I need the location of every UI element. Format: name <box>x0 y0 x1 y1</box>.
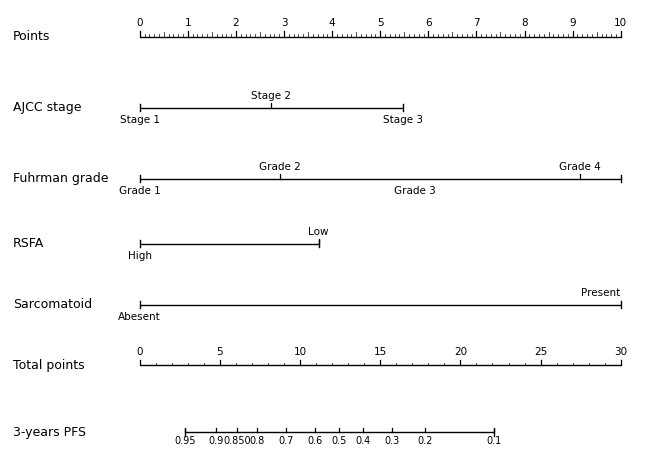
Text: 0.4: 0.4 <box>355 436 370 446</box>
Text: 0.2: 0.2 <box>417 436 433 446</box>
Text: 4: 4 <box>329 18 335 28</box>
Text: 0.5: 0.5 <box>331 436 346 446</box>
Text: AJCC stage: AJCC stage <box>13 101 81 114</box>
Text: 9: 9 <box>569 18 576 28</box>
Text: Points: Points <box>13 30 51 43</box>
Text: Fuhrman grade: Fuhrman grade <box>13 172 109 185</box>
Text: 10: 10 <box>614 18 627 28</box>
Text: 0.3: 0.3 <box>384 436 400 446</box>
Text: Grade 4: Grade 4 <box>559 162 601 172</box>
Text: 5: 5 <box>216 347 223 357</box>
Text: 0.1: 0.1 <box>486 436 502 446</box>
Text: Present: Present <box>582 288 621 297</box>
Text: 0.6: 0.6 <box>307 436 322 446</box>
Text: 0: 0 <box>136 18 143 28</box>
Text: Total points: Total points <box>13 359 84 372</box>
Text: 25: 25 <box>534 347 547 357</box>
Text: 20: 20 <box>454 347 467 357</box>
Text: 3: 3 <box>281 18 287 28</box>
Text: 3-years PFS: 3-years PFS <box>13 426 86 439</box>
Text: Grade 3: Grade 3 <box>394 186 436 196</box>
Text: Grade 2: Grade 2 <box>259 162 300 172</box>
Text: High: High <box>128 251 151 261</box>
Text: 5: 5 <box>377 18 384 28</box>
Text: 30: 30 <box>614 347 627 357</box>
Text: 1: 1 <box>185 18 191 28</box>
Text: 15: 15 <box>374 347 387 357</box>
Text: 2: 2 <box>233 18 239 28</box>
Text: Grade 1: Grade 1 <box>119 186 161 196</box>
Text: Stage 3: Stage 3 <box>383 115 423 125</box>
Text: 0: 0 <box>136 347 143 357</box>
Text: 0.8: 0.8 <box>250 436 265 446</box>
Text: 0.95: 0.95 <box>174 436 196 446</box>
Text: 7: 7 <box>473 18 480 28</box>
Text: 8: 8 <box>521 18 528 28</box>
Text: RSFA: RSFA <box>13 237 44 250</box>
Text: 0.850: 0.850 <box>224 436 251 446</box>
Text: 0.9: 0.9 <box>208 436 224 446</box>
Text: 6: 6 <box>425 18 432 28</box>
Text: Sarcomatoid: Sarcomatoid <box>13 298 92 311</box>
Text: 10: 10 <box>294 347 307 357</box>
Text: Stage 1: Stage 1 <box>120 115 160 125</box>
Text: Low: Low <box>308 227 329 237</box>
Text: Stage 2: Stage 2 <box>252 91 291 101</box>
Text: 0.7: 0.7 <box>278 436 294 446</box>
Text: Abesent: Abesent <box>118 312 161 322</box>
